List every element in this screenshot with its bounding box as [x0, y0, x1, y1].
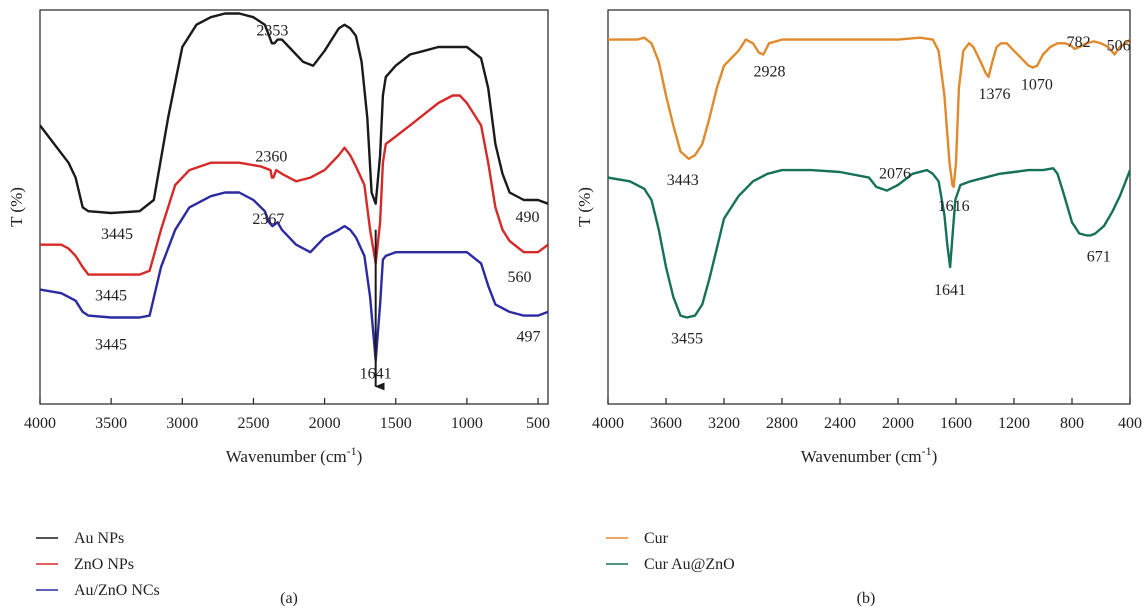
x-tick-label: 2000	[309, 415, 341, 432]
peak-label: 2367	[252, 211, 284, 228]
legend-label: Au NPs	[74, 530, 124, 547]
peak-label: 1641	[360, 365, 392, 382]
peak-label: 3443	[667, 172, 699, 189]
series-line-au-nps	[40, 12, 548, 215]
x-tick-label: 4000	[592, 415, 624, 432]
series-line-cur	[608, 36, 1130, 189]
x-tick-label: 1200	[998, 415, 1030, 432]
peak-label: 2928	[753, 63, 785, 80]
x-axis-title: Wavenumber (cm-1)	[226, 444, 363, 466]
x-tick-label: 2500	[237, 415, 269, 432]
panel-b-chart: 4000 3600 3200 2800 2400 2000 1600 1200 800 400 Wa…	[575, 9, 1142, 607]
legend-label: Cur	[644, 530, 669, 547]
x-tick-label: 1500	[380, 415, 412, 432]
panel-label: (b)	[857, 590, 876, 607]
x-tick-label: 1600	[940, 415, 972, 432]
panel-a-chart: 4000 3500 3000 2500 2000 1500 1000 500 Wavenumbe…	[7, 9, 550, 607]
peak-label: 490	[515, 209, 539, 226]
y-axis-title: T (%)	[7, 187, 26, 227]
peak-label: 3445	[95, 288, 127, 305]
series-line-zno-nps	[40, 94, 548, 276]
x-tick-label: 400	[1118, 415, 1142, 432]
peak-label: 1616	[938, 198, 970, 215]
x-tick-label: 500	[526, 415, 550, 432]
plot-frame	[39, 9, 549, 405]
peak-label: 2360	[255, 149, 287, 166]
series-line-cur-au-zno	[608, 167, 1130, 319]
peak-label: 1070	[1021, 77, 1053, 94]
x-tick-label: 4000	[24, 415, 56, 432]
panel-label: (a)	[280, 590, 298, 607]
legend-label: ZnO NPs	[74, 556, 134, 573]
x-tick-label: 3200	[708, 415, 740, 432]
plot-frame	[607, 9, 1131, 405]
x-tick-label: 3600	[650, 415, 682, 432]
peak-label: 1641	[934, 282, 966, 299]
peak-label: 560	[508, 269, 532, 286]
peak-label: 3445	[101, 226, 133, 243]
x-tick-label: 1000	[451, 415, 483, 432]
x-tick-label: 2800	[766, 415, 798, 432]
peak-label: 3445	[95, 336, 127, 353]
peak-label: 3455	[671, 330, 703, 347]
peak-label: 671	[1087, 248, 1111, 265]
peak-label: 1376	[978, 86, 1010, 103]
peak-label: 506	[1107, 37, 1131, 54]
x-tick-label: 2000	[882, 415, 914, 432]
y-axis-title: T (%)	[575, 187, 594, 227]
x-axis-title: Wavenumber (cm-1)	[801, 444, 938, 466]
x-tick-label: 3500	[95, 415, 127, 432]
legend-label: Cur Au@ZnO	[644, 556, 735, 573]
peak-label: 2076	[879, 166, 911, 183]
peak-label: 782	[1067, 34, 1091, 51]
peak-label: 497	[516, 329, 540, 346]
x-tick-label: 3000	[166, 415, 198, 432]
legend-label: Au/ZnO NCs	[74, 582, 160, 599]
peak-label: 2353	[256, 22, 288, 39]
x-tick-label: 800	[1060, 415, 1084, 432]
series-line-au-zno-ncs	[40, 191, 548, 362]
x-tick-label: 2400	[824, 415, 856, 432]
